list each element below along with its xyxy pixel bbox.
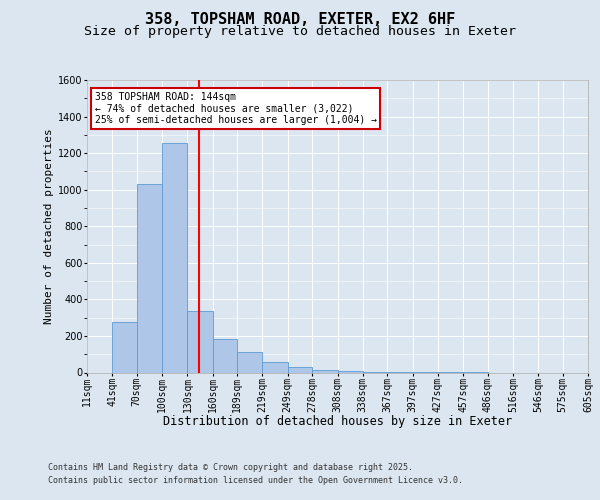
Text: Contains public sector information licensed under the Open Government Licence v3: Contains public sector information licen… bbox=[48, 476, 463, 485]
X-axis label: Distribution of detached houses by size in Exeter: Distribution of detached houses by size … bbox=[163, 414, 512, 428]
Bar bbox=[312, 370, 337, 372]
Bar bbox=[288, 367, 312, 372]
Text: Size of property relative to detached houses in Exeter: Size of property relative to detached ho… bbox=[84, 25, 516, 38]
Text: Contains HM Land Registry data © Crown copyright and database right 2025.: Contains HM Land Registry data © Crown c… bbox=[48, 464, 413, 472]
Y-axis label: Number of detached properties: Number of detached properties bbox=[44, 128, 54, 324]
Bar bbox=[212, 338, 237, 372]
Bar bbox=[337, 370, 363, 372]
Bar bbox=[262, 362, 288, 372]
Bar bbox=[137, 184, 162, 372]
Bar bbox=[237, 352, 262, 372]
Bar bbox=[112, 322, 137, 372]
Bar bbox=[187, 312, 212, 372]
Bar bbox=[162, 143, 187, 372]
Text: 358 TOPSHAM ROAD: 144sqm
← 74% of detached houses are smaller (3,022)
25% of sem: 358 TOPSHAM ROAD: 144sqm ← 74% of detach… bbox=[95, 92, 377, 125]
Text: 358, TOPSHAM ROAD, EXETER, EX2 6HF: 358, TOPSHAM ROAD, EXETER, EX2 6HF bbox=[145, 12, 455, 28]
